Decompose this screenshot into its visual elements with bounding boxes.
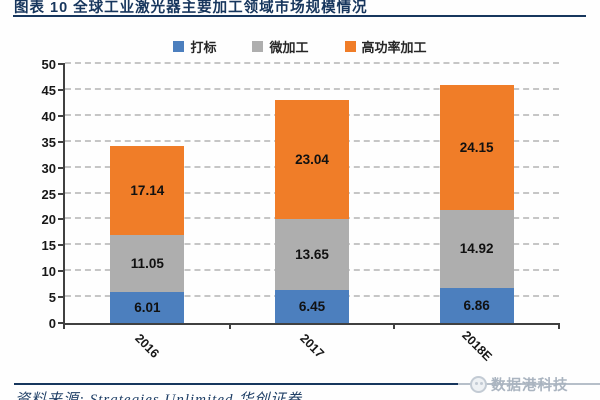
bar-segment-高功率加工: 23.04 xyxy=(275,99,349,219)
legend-label: 高功率加工 xyxy=(361,39,427,55)
gridline-50 xyxy=(65,62,559,64)
y-axis-label: 15 xyxy=(41,238,56,254)
y-axis-label: 10 xyxy=(41,264,56,280)
legend-swatch-icon xyxy=(173,40,185,52)
watermark: 数据港科技 xyxy=(458,374,600,394)
legend-item-打标: 打标 xyxy=(173,37,216,56)
title-underline xyxy=(13,15,586,17)
bar-value-label: 17.14 xyxy=(130,182,165,198)
legend-swatch-icon xyxy=(252,40,264,52)
y-axis-label: 40 xyxy=(41,108,56,124)
bar-segment-微加工: 13.65 xyxy=(275,218,349,290)
bar-segment-打标: 6.86 xyxy=(439,287,514,323)
x-axis-label-2017: 2017 xyxy=(297,331,327,361)
y-axis-label: 45 xyxy=(41,82,56,98)
y-axis-tick xyxy=(58,192,65,195)
chart-legend: 打标 微加工 高功率加工 xyxy=(0,37,600,55)
y-axis-tick xyxy=(58,114,65,117)
y-axis-tick xyxy=(58,218,65,221)
bar-segment-打标: 6.45 xyxy=(275,289,349,323)
x-axis-label-2018E: 2018E xyxy=(458,328,495,364)
y-axis-label: 5 xyxy=(48,290,56,306)
y-axis-tick xyxy=(58,322,65,324)
category-slot-2016: 17.14 11.05 6.01 2016 xyxy=(65,64,230,361)
bar-segment-微加工: 11.05 xyxy=(110,234,185,292)
y-axis-tick xyxy=(58,63,65,65)
legend-item-微加工: 微加工 xyxy=(252,37,309,56)
bar-value-label: 11.05 xyxy=(130,255,164,271)
y-axis-tick xyxy=(58,270,65,273)
bar-segment-高功率加工: 17.14 xyxy=(110,145,185,235)
watermark-logo-icon xyxy=(470,375,487,393)
y-axis-tick xyxy=(58,166,65,169)
y-axis-tick xyxy=(58,140,65,143)
x-axis-tick xyxy=(558,323,560,329)
x-axis-tick xyxy=(228,323,231,329)
bar-segment-微加工: 14.92 xyxy=(439,210,514,288)
y-axis-label: 20 xyxy=(41,212,56,228)
x-axis-label-2016: 2016 xyxy=(132,331,163,361)
stacked-bar-2016: 17.14 11.05 6.01 xyxy=(110,145,185,323)
x-axis-tick xyxy=(393,323,396,329)
y-axis-label: 0 xyxy=(48,316,56,331)
gridline-45 xyxy=(65,87,559,90)
legend-item-高功率加工: 高功率加工 xyxy=(344,37,427,56)
source-note: 资料来源: Strategies Unlimited 华创证券 xyxy=(15,392,303,400)
stacked-bar-2018E: 24.15 14.92 6.86 xyxy=(439,85,514,323)
bar-value-label: 23.04 xyxy=(295,151,329,167)
legend-swatch-icon xyxy=(344,40,356,52)
category-slot-2017: 23.04 13.65 6.45 2017 xyxy=(230,64,395,361)
y-axis-label: 35 xyxy=(41,134,56,150)
legend-label: 打标 xyxy=(190,39,217,55)
bar-value-label: 13.65 xyxy=(295,246,329,262)
bar-value-label: 6.45 xyxy=(298,298,326,314)
bar-segment-高功率加工: 24.15 xyxy=(439,85,514,211)
bar-segment-打标: 6.01 xyxy=(110,291,185,323)
y-axis-label: 50 xyxy=(41,57,56,72)
stacked-bar-2017: 23.04 13.65 6.45 xyxy=(275,99,349,323)
y-axis-label: 30 xyxy=(41,160,56,176)
y-axis-tick xyxy=(58,88,65,91)
legend-label: 微加工 xyxy=(269,39,309,55)
bar-value-label: 14.92 xyxy=(459,241,494,257)
bar-slots: 17.14 11.05 6.01 2016 23.04 13.65 6.45 2017 24.1… xyxy=(65,64,559,364)
stacked-bar-chart: 0 5 10 15 20 25 30 35 40 45 50 17.14 11.05 6.01 2016 23… xyxy=(42,57,560,364)
figure-title: 图表 10 全球工业激光器主要加工领域市场规模情况 xyxy=(14,0,368,16)
y-axis-label: 25 xyxy=(41,186,56,202)
bar-value-label: 6.86 xyxy=(463,297,490,313)
category-slot-2018E: 24.15 14.92 6.86 2018E xyxy=(394,64,559,364)
watermark-text: 数据港科技 xyxy=(491,377,569,394)
bar-value-label: 24.15 xyxy=(459,140,494,156)
bar-value-label: 6.01 xyxy=(134,299,161,315)
x-axis-tick xyxy=(63,323,65,329)
y-axis-tick xyxy=(58,244,65,247)
y-axis-tick xyxy=(58,296,65,299)
footer-rule xyxy=(14,383,466,385)
